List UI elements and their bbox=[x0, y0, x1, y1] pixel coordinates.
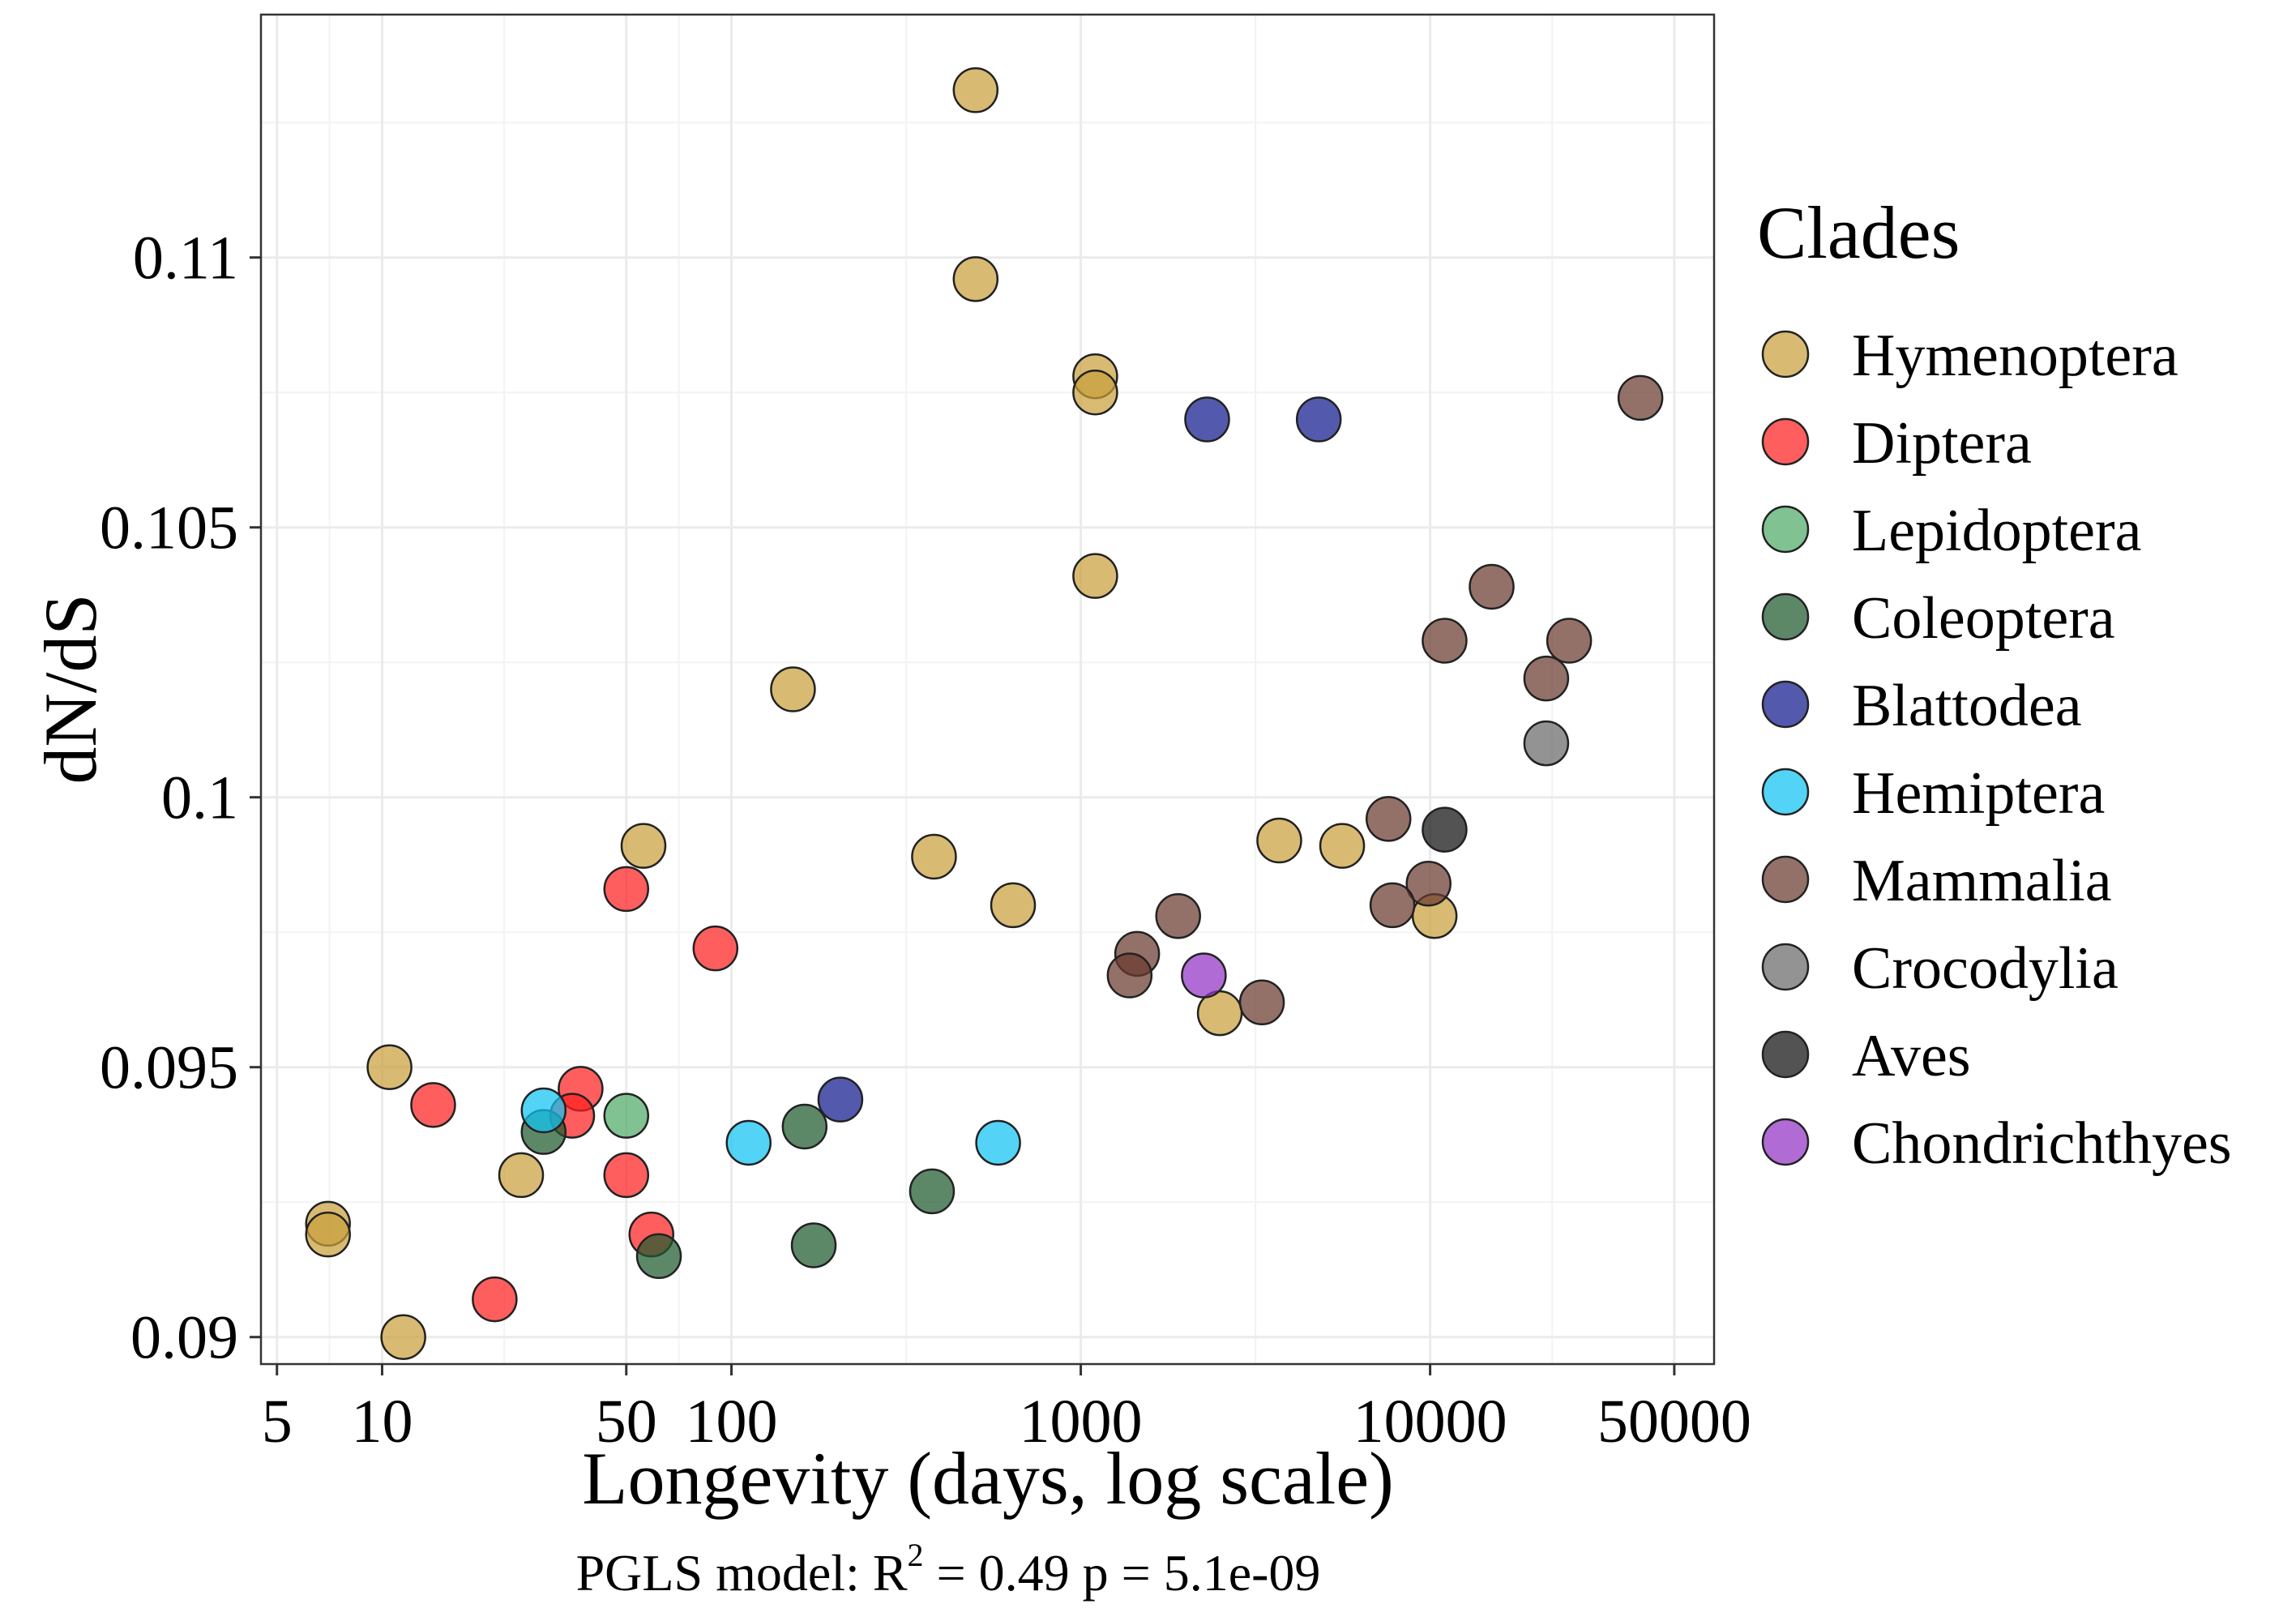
data-point-mammalia bbox=[1546, 618, 1593, 664]
data-point-diptera bbox=[692, 925, 739, 972]
legend-key-hymenoptera bbox=[1761, 330, 1810, 379]
y-tick-label: 0.095 bbox=[100, 1034, 238, 1102]
data-point-hymenoptera bbox=[366, 1044, 413, 1090]
plot-panel-border bbox=[259, 13, 1716, 1366]
data-point-mammalia bbox=[1106, 952, 1153, 999]
legend-key-aves bbox=[1761, 1030, 1810, 1079]
data-point-hymenoptera bbox=[498, 1152, 545, 1199]
y-tick-label: 0.09 bbox=[130, 1304, 238, 1372]
legend-key-chondrichthyes bbox=[1761, 1118, 1810, 1166]
x-tick-label: 10000 bbox=[1353, 1388, 1507, 1456]
caption-prefix: PGLS model: R bbox=[576, 1544, 908, 1602]
legend-title: Clades bbox=[1757, 191, 1960, 274]
x-tick-label: 10 bbox=[351, 1388, 413, 1456]
data-point-mammalia bbox=[1155, 892, 1201, 939]
data-point-mammalia bbox=[1369, 882, 1416, 929]
data-point-hymenoptera bbox=[305, 1211, 351, 1258]
legend-label-lepidoptera: Lepidoptera bbox=[1852, 498, 2142, 564]
legend-label-crocodylia: Crocodylia bbox=[1852, 935, 2119, 1002]
data-points bbox=[305, 66, 1664, 1360]
legend: Clades Hymenoptera Diptera Lepidoptera Cole… bbox=[1757, 191, 2232, 1177]
y-tick-label: 0.11 bbox=[133, 225, 238, 293]
axes: 5 10 50 100 1000 10000 50000 0.09 0.095 0.1 0.105 0… bbox=[100, 225, 1751, 1456]
y-axis-title: dN/dS bbox=[29, 593, 112, 784]
data-point-mammalia bbox=[1469, 563, 1515, 610]
data-point-coleoptera bbox=[909, 1168, 956, 1215]
data-point-coleoptera bbox=[635, 1233, 682, 1280]
data-point-hymenoptera bbox=[952, 66, 999, 113]
caption-superscript: 2 bbox=[908, 1537, 924, 1573]
data-point-lepidoptera bbox=[603, 1093, 650, 1139]
model-caption: PGLS model: R2 = 0.49 p = 5.1e-09 bbox=[576, 1537, 1321, 1602]
data-point-hymenoptera bbox=[952, 256, 999, 302]
legend-label-aves: Aves bbox=[1852, 1023, 1971, 1089]
legend-key-hemiptera bbox=[1761, 768, 1810, 816]
data-point-crocodylia bbox=[1523, 720, 1570, 767]
data-point-mammalia bbox=[1238, 979, 1285, 1026]
data-point-hymenoptera bbox=[990, 882, 1037, 929]
data-point-hymenoptera bbox=[1072, 369, 1118, 416]
legend-key-blattodea bbox=[1761, 680, 1810, 729]
data-point-blattodea bbox=[1184, 396, 1230, 443]
legend-key-lepidoptera bbox=[1761, 505, 1810, 554]
data-point-blattodea bbox=[1295, 396, 1342, 443]
data-point-coleoptera bbox=[781, 1103, 828, 1150]
legend-label-hemiptera: Hemiptera bbox=[1852, 760, 2105, 827]
legend-key-mammalia bbox=[1761, 855, 1810, 904]
data-point-mammalia bbox=[1422, 618, 1468, 664]
x-tick-label: 5 bbox=[262, 1388, 293, 1456]
x-tick-label: 50 bbox=[596, 1388, 657, 1456]
legend-key-coleoptera bbox=[1761, 592, 1810, 641]
data-point-mammalia bbox=[1405, 861, 1452, 907]
data-point-diptera bbox=[410, 1082, 456, 1128]
data-point-coleoptera bbox=[790, 1222, 837, 1268]
x-tick-label: 50000 bbox=[1597, 1388, 1751, 1456]
y-tick-label: 0.1 bbox=[161, 764, 238, 832]
legend-label-chondrichthyes: Chondrichthyes bbox=[1852, 1110, 2232, 1177]
data-point-diptera bbox=[472, 1276, 518, 1323]
legend-label-hymenoptera: Hymenoptera bbox=[1852, 323, 2178, 389]
data-point-mammalia bbox=[1617, 374, 1664, 421]
data-point-mammalia bbox=[1365, 796, 1412, 842]
y-tick-label: 0.105 bbox=[100, 494, 238, 562]
legend-key-diptera bbox=[1761, 417, 1810, 466]
data-point-diptera bbox=[603, 1152, 650, 1199]
data-point-hemiptera bbox=[520, 1087, 567, 1134]
legend-label-mammalia: Mammalia bbox=[1852, 848, 2112, 914]
x-tick-label: 100 bbox=[686, 1388, 778, 1456]
data-point-hymenoptera bbox=[380, 1314, 426, 1360]
x-tick-label: 1000 bbox=[1020, 1388, 1143, 1456]
data-point-hemiptera bbox=[725, 1119, 772, 1166]
data-point-hymenoptera bbox=[911, 833, 957, 880]
data-point-mammalia bbox=[1523, 655, 1570, 702]
legend-label-blattodea: Blattodea bbox=[1852, 673, 2082, 739]
caption-suffix: = 0.49 p = 5.1e-09 bbox=[924, 1544, 1321, 1602]
data-point-aves bbox=[1422, 806, 1468, 853]
legend-key-crocodylia bbox=[1761, 943, 1810, 991]
data-point-hymenoptera bbox=[1319, 823, 1366, 869]
legend-label-diptera: Diptera bbox=[1852, 410, 2032, 477]
data-point-hymenoptera bbox=[620, 823, 667, 869]
data-point-hymenoptera bbox=[770, 666, 816, 712]
data-point-chondrichthyes bbox=[1181, 952, 1227, 999]
data-point-hymenoptera bbox=[1256, 817, 1302, 864]
legend-label-coleoptera: Coleoptera bbox=[1852, 585, 2115, 652]
data-point-hymenoptera bbox=[1072, 553, 1118, 599]
data-point-hemiptera bbox=[975, 1119, 1021, 1166]
data-point-blattodea bbox=[817, 1076, 864, 1123]
x-axis-title: Longevity (days, log scale) bbox=[582, 1437, 1394, 1520]
data-point-diptera bbox=[603, 866, 650, 913]
